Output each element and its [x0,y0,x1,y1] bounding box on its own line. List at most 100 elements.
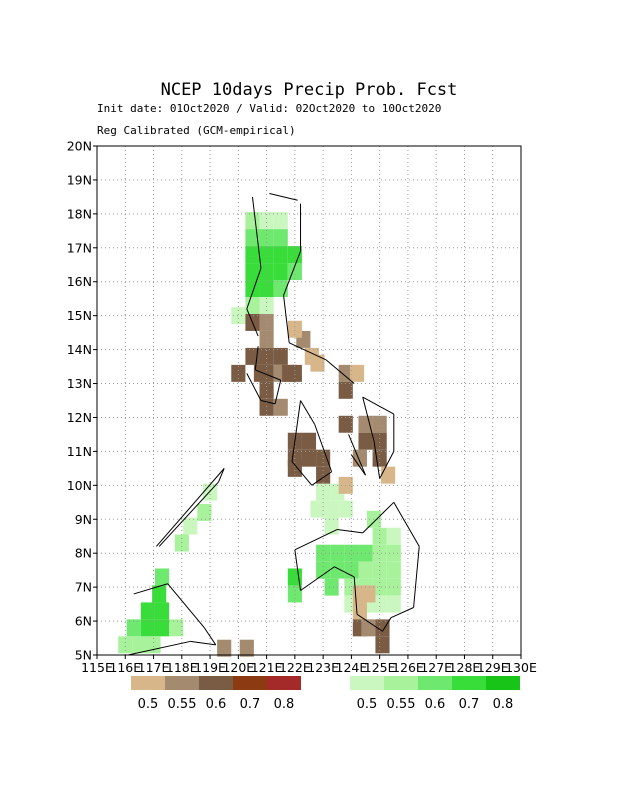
coast-segment-6 [283,295,290,343]
coast-segment-16 [311,471,332,486]
coast-segment-40 [158,481,219,547]
coast-segment-11 [274,380,282,405]
dry-legend-swatch-1 [165,676,199,690]
coast-segment-36 [300,566,335,591]
wet-cell-31 [169,619,184,637]
wet-cell-32 [118,636,133,654]
coast-segment-25 [362,396,375,442]
wet-cell-61 [372,578,387,596]
wet-cell-19 [231,307,246,325]
coast-segment-5 [283,251,301,296]
chart-title: NCEP 10days Precip Prob. Fcst [161,80,458,100]
dry-legend-swatch-4 [267,676,301,690]
dry-cell-33 [301,449,317,467]
coast-segment-15 [314,424,333,472]
coast-segment-9 [254,346,259,371]
dry-cell-31 [301,432,317,450]
wet-cell-12 [273,263,288,281]
wet-cell-5 [273,229,288,247]
coast-segment-23 [379,451,395,479]
x-tick-label-2: 117E [138,660,170,675]
dry-legend-label-1: 0.55 [168,697,197,712]
dry-cell-4 [259,347,274,365]
wet-cell-11 [259,263,274,281]
wet-cell-53 [330,561,345,579]
coast-segment-8 [325,359,355,384]
dry-cell-26 [372,432,387,450]
x-tick-label-11: 126E [392,660,424,675]
dry-cell-44 [375,636,390,654]
coast-segment-21 [362,396,395,415]
x-tick-label-14: 129E [477,660,509,675]
dry-cell-16 [287,320,302,338]
x-tick-label-6: 121E [251,660,283,675]
dry-cell-14 [273,398,288,416]
wet-cell-3 [245,229,260,247]
coast-segment-19 [348,434,366,476]
x-tick-label-8: 123E [307,660,339,675]
wet-cell-45 [386,527,401,545]
coast-segment-18 [291,400,302,462]
y-tick-label-11: 16N [67,274,92,289]
coastlines [127,193,420,656]
y-tick-label-0: 5N [75,648,92,663]
dry-cell-6 [231,364,246,382]
x-tick-label-10: 125E [364,660,396,675]
wet-cell-1 [259,212,274,230]
dry-cell-25 [358,432,373,450]
y-tick-label-10: 15N [67,308,92,323]
coast-segment-3 [246,308,259,337]
wet-cell-41 [338,500,353,518]
dry-cell-23 [358,415,373,433]
dry-legend-swatch-3 [233,676,267,690]
dry-cell-22 [338,415,353,433]
wet-legend-swatch-2 [418,676,452,690]
coast-segment-10 [255,369,281,381]
x-tick-label-3: 118E [166,660,198,675]
x-tick-label-12: 127E [420,660,452,675]
probability-cells [118,212,401,657]
wet-cell-4 [259,229,274,247]
dry-cell-46 [239,639,254,657]
y-tick-label-15: 20N [67,139,92,154]
dry-cell-11 [287,364,302,382]
dry-cell-19 [338,364,353,382]
wet-cell-65 [372,595,387,613]
coast-segment-1 [251,196,262,269]
coast-segment-38 [155,468,225,547]
wet-cell-10 [245,263,260,281]
coast-segment-30 [413,546,420,608]
dry-cell-45 [217,639,232,657]
wet-cell-66 [386,595,401,613]
x-tick-label-9: 124E [336,660,368,675]
wet-legend-swatch-1 [384,676,418,690]
coast-segment-0 [269,193,298,201]
y-tick-label-8: 13N [67,376,92,391]
coast-segment-20 [350,454,366,476]
x-tick-label-13: 128E [449,660,481,675]
wet-cell-26 [140,602,155,620]
coast-segment-24 [373,441,381,479]
chart-subtitle-1: Init date: 01Oct2020 / Valid: 02Oct2020 … [97,102,441,115]
x-tick-label-4: 119E [194,660,226,675]
y-tick-label-4: 9N [75,512,92,527]
y-tick-label-5: 10N [67,478,92,493]
wet-cell-6 [245,246,260,264]
wet-cell-39 [310,500,325,518]
wet-cell-17 [245,297,260,314]
coast-segment-37 [294,549,302,591]
y-tick-label-2: 7N [75,580,92,595]
wet-cell-37 [316,483,331,501]
x-tick-label-0: 115E [81,660,113,675]
dry-legend-swatch-0 [131,676,165,690]
coast-segment-14 [300,400,316,425]
y-axis-ticks: 5N 6N 7N 8N 9N 10N 11N 12N 13N 14N 15N 16N 17N 18N 19N… [67,139,97,663]
wet-cell-0 [245,212,260,230]
coast-segment-27 [337,528,363,534]
grid-lines [97,146,521,655]
wet-cell-57 [386,561,401,579]
wet-cell-36 [287,585,302,603]
y-tick-label-1: 6N [75,614,92,629]
coast-segment-34 [353,576,358,615]
y-tick-label-9: 14N [67,342,92,357]
